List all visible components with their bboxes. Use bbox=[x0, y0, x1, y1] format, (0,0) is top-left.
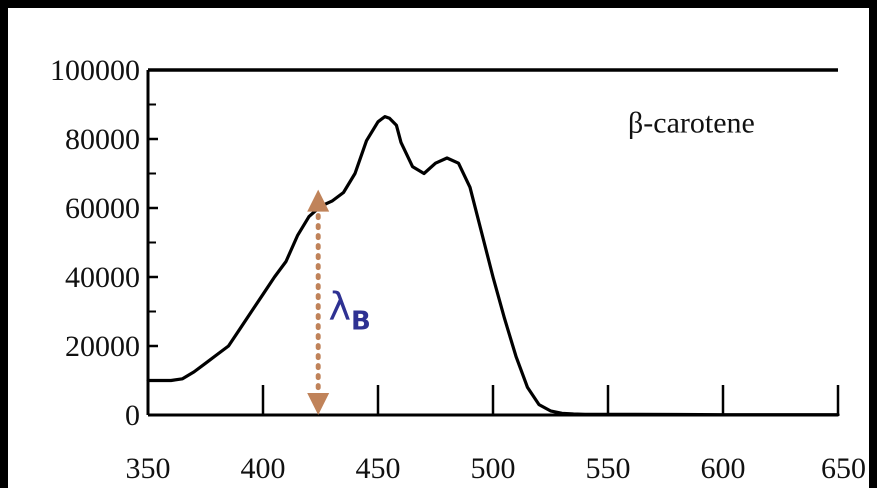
y-tick-label: 60000 bbox=[65, 192, 140, 225]
chart-panel: 350 400 450 500 550 600 650 0 20000 40000 60000 80… bbox=[8, 8, 869, 488]
y-tick-label: 80000 bbox=[65, 123, 140, 156]
spectrum-line bbox=[146, 114, 840, 417]
x-tick-label: 550 bbox=[586, 452, 631, 485]
x-tick-label: 650 bbox=[821, 452, 866, 485]
x-tick-label: 450 bbox=[356, 452, 401, 485]
lambda-b-label: λB bbox=[329, 285, 371, 337]
y-tick-label: 0 bbox=[125, 399, 140, 432]
x-tick-labels: 350 400 450 500 550 600 650 bbox=[126, 452, 867, 485]
x-tick-label: 600 bbox=[701, 452, 746, 485]
arrow-head-up bbox=[307, 189, 330, 212]
absorption-spectrum-chart: 350 400 450 500 550 600 650 0 20000 40000 60000 80… bbox=[50, 54, 867, 485]
arrow-head-down bbox=[307, 393, 330, 415]
x-tick-label: 350 bbox=[126, 452, 171, 485]
lambda-b-arrow bbox=[307, 189, 330, 415]
series-layer bbox=[146, 114, 840, 417]
x-tick-label: 500 bbox=[471, 452, 516, 485]
y-tick-label: 40000 bbox=[65, 261, 140, 294]
y-tick-labels: 0 20000 40000 60000 80000 100000 bbox=[50, 54, 140, 432]
y-tick-label: 20000 bbox=[65, 330, 140, 363]
lambda-subscript: B bbox=[351, 307, 371, 337]
x-tick-label: 400 bbox=[241, 452, 286, 485]
lambda-symbol: λ bbox=[329, 285, 352, 329]
annotation-layer: β-carotene λB bbox=[329, 106, 755, 336]
beta-carotene-label: β-carotene bbox=[628, 106, 755, 139]
y-tick-label: 100000 bbox=[50, 54, 140, 87]
